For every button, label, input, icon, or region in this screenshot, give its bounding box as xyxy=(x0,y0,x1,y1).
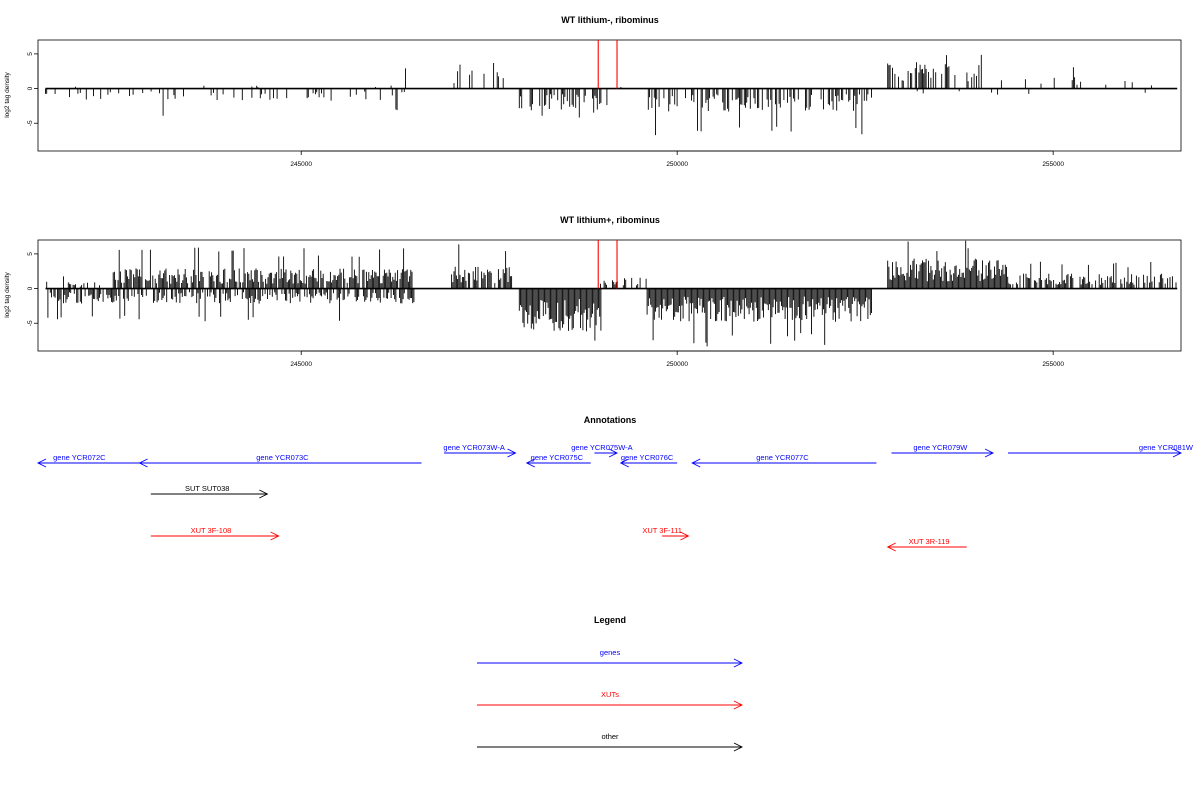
annotation-feature: XUT 3R-119 xyxy=(886,537,967,552)
annotation-feature: gene YCR075C xyxy=(525,453,591,468)
annotation-feature: gene YCR081W xyxy=(1008,443,1194,458)
bar-group-minus xyxy=(647,88,872,136)
legend-entry: genes xyxy=(477,648,744,668)
feature-label: gene YCR073C xyxy=(256,453,309,462)
x-tick-label: 255000 xyxy=(1042,161,1064,168)
bar-group-plus xyxy=(600,277,647,289)
feature-arrowhead xyxy=(36,458,47,468)
legend-entry: other xyxy=(477,732,744,752)
axes: -5 0 5 245000 250000 255000 xyxy=(27,52,1064,168)
x-tick-label: 245000 xyxy=(290,161,312,168)
feature-arrowhead xyxy=(608,448,619,458)
legend-label: other xyxy=(601,732,619,741)
y-tick-label: 0 xyxy=(27,286,34,290)
feature-arrowhead xyxy=(259,489,269,499)
feature-label: gene YCR081W xyxy=(1139,443,1194,452)
legend-arrowhead xyxy=(733,742,744,752)
y-tick-label: -5 xyxy=(27,120,34,126)
bar-group-minus xyxy=(518,288,602,341)
feature-arrowhead xyxy=(984,448,995,458)
annotation-feature: XUT 3F-108 xyxy=(150,526,280,541)
bar-group-plus xyxy=(112,247,413,289)
bar-group-plus xyxy=(1000,67,1152,89)
annotation-feature: gene YCR076C xyxy=(619,453,678,468)
x-tick-label: 255000 xyxy=(1042,361,1064,368)
bar-group-minus xyxy=(45,88,405,116)
feature-arrowhead xyxy=(507,448,517,458)
bar-group-minus xyxy=(916,88,1146,95)
feature-label: gene YCR072C xyxy=(53,453,106,462)
feature-arrowhead xyxy=(691,458,701,468)
annotations-title: Annotations xyxy=(584,415,637,425)
feature-label: gene YCR079W xyxy=(913,443,968,452)
annotation-feature: gene YCR073W-A xyxy=(443,443,517,458)
annotation-features: gene YCR072C gene YCR073C gene YCR073W-A ge… xyxy=(36,443,1194,552)
x-tick-label: 245000 xyxy=(290,361,312,368)
feature-arrowhead xyxy=(680,531,690,541)
legend: Legend genes XUTs other xyxy=(477,615,744,752)
y-axis-label: log2 tag density xyxy=(4,271,11,317)
y-tick-label: -5 xyxy=(27,320,34,326)
feature-arrowhead xyxy=(138,458,148,468)
plot-frame xyxy=(37,39,1182,152)
y-tick-label: 5 xyxy=(27,252,34,256)
y-tick-label: 5 xyxy=(27,52,34,56)
feature-label: gene YCR073W-A xyxy=(443,443,504,452)
feature-arrowhead xyxy=(886,542,896,552)
bar-group-minus xyxy=(47,288,415,322)
bar-group-plus xyxy=(887,240,1009,289)
y-tick-label: 0 xyxy=(27,86,34,90)
bar-group-plus xyxy=(46,276,100,289)
axes: -5 0 5 245000 250000 255000 xyxy=(27,252,1064,368)
bar-group-plus xyxy=(453,63,504,89)
annotations-panel: Annotations gene YCR072C gene YCR073Cgene… xyxy=(36,415,1194,552)
track-panel-lithium-minus: WT lithium-, ribominus -5 0 5 245000 250000 2… xyxy=(4,15,1182,168)
feature-arrowhead xyxy=(270,531,280,541)
legend-label: genes xyxy=(600,648,621,657)
x-tick-label: 250000 xyxy=(666,361,688,368)
annotation-feature: gene YCR079W xyxy=(891,443,995,458)
feature-arrowhead xyxy=(619,458,629,468)
y-axis-label: log2 tag density xyxy=(4,71,11,117)
legend-entry: XUTs xyxy=(477,690,744,710)
bar-group-minus xyxy=(646,288,872,347)
feature-label: gene YCR075W-A xyxy=(571,443,632,452)
x-tick-label: 250000 xyxy=(666,161,688,168)
legend-entries: genes XUTs other xyxy=(477,648,744,752)
feature-arrowhead xyxy=(525,458,535,468)
feature-arrowhead xyxy=(1172,448,1183,458)
legend-arrowhead xyxy=(733,700,744,710)
feature-label: gene YCR077C xyxy=(756,453,809,462)
feature-label: XUT 3F-108 xyxy=(191,526,232,535)
annotation-feature: gene YCR075W-A xyxy=(571,443,633,458)
bars xyxy=(45,240,1178,347)
annotation-feature: SUT SUT038 xyxy=(150,484,269,499)
bar-group-plus xyxy=(887,54,982,89)
bar-group-plus xyxy=(75,68,406,89)
legend-label: XUTs xyxy=(601,690,619,699)
legend-title: Legend xyxy=(594,615,626,625)
panel-title: WT lithium+, ribominus xyxy=(560,215,660,225)
annotation-feature: gene YCR073C xyxy=(138,453,422,468)
legend-arrowhead xyxy=(733,658,744,668)
bar-group-minus xyxy=(518,88,608,118)
feature-label: gene YCR075C xyxy=(531,453,584,462)
feature-label: XUT 3R-119 xyxy=(909,537,950,546)
feature-label: XUT 3F-111 xyxy=(642,526,682,535)
annotation-feature: gene YCR077C xyxy=(691,453,877,468)
panel-title: WT lithium-, ribominus xyxy=(561,15,659,25)
feature-label: gene YCR076C xyxy=(621,453,674,462)
bar-group-plus xyxy=(1007,261,1177,289)
feature-label: SUT SUT038 xyxy=(185,484,229,493)
annotation-feature: gene YCR072C xyxy=(36,453,140,468)
track-panel-lithium-plus: WT lithium+, ribominus -5 0 5 245000 250000 2… xyxy=(4,215,1182,368)
bars xyxy=(45,40,1178,136)
bar-group-plus xyxy=(451,244,513,289)
annotation-feature: XUT 3F-111 xyxy=(642,526,690,541)
